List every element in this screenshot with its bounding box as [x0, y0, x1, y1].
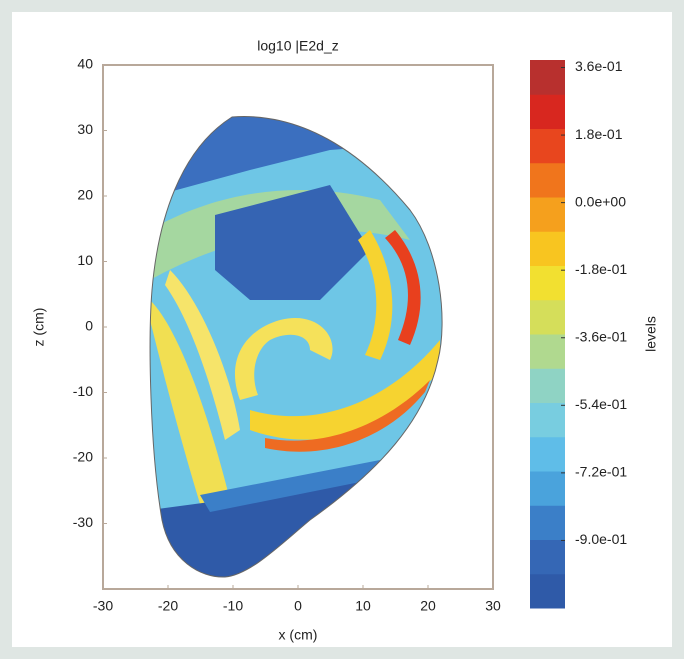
x-axis-label: x (cm) [279, 627, 318, 643]
chart-title: log10 |E2d_z [257, 38, 338, 54]
colorbar-label: levels [643, 316, 659, 352]
x-tick-label: -10 [223, 598, 243, 614]
y-tick-label: -20 [73, 449, 93, 465]
colorbar-band [530, 94, 565, 129]
colorbar-tick-label: 1.8e-01 [575, 126, 623, 142]
colorbar-band [530, 505, 565, 540]
colorbar-tick-label: -3.6e-01 [575, 328, 627, 344]
colorbar-band [530, 60, 565, 95]
x-tick-label: 10 [355, 598, 371, 614]
y-tick-label: 20 [77, 187, 93, 203]
colorbar-band [530, 368, 565, 403]
colorbar-band [530, 162, 565, 198]
colorbar-tick-label: -9.0e-01 [575, 531, 627, 547]
colorbar-band [530, 128, 565, 164]
x-tick-label: 30 [485, 598, 501, 614]
colorbar-band [530, 471, 565, 506]
x-tick-label: 20 [420, 598, 436, 614]
y-axis-label: z (cm) [31, 308, 47, 347]
colorbar-tick-label: -5.4e-01 [575, 396, 627, 412]
colorbar-tick-label: 3.6e-01 [575, 58, 623, 74]
y-tick-label: 40 [77, 56, 93, 72]
y-tick-label: -10 [73, 383, 93, 399]
y-tick-label: 10 [77, 252, 93, 268]
x-tick-label: -20 [158, 598, 178, 614]
colorbar-band [530, 436, 565, 472]
x-tick-label: 0 [294, 598, 302, 614]
colorbar-band [530, 265, 565, 301]
colorbar-band [530, 231, 565, 266]
colorbar-tick-label: -1.8e-01 [575, 261, 627, 277]
colorbar-band [530, 334, 565, 369]
colorbar-tick-label: -7.2e-01 [575, 464, 627, 480]
colorbar-band [530, 402, 565, 438]
colorbar-band [530, 539, 565, 575]
y-tick-label: -30 [73, 514, 93, 530]
x-tick-label: -30 [93, 598, 113, 614]
colorbar-band [530, 299, 565, 335]
boundary [149, 116, 443, 578]
y-tick-label: 0 [85, 318, 93, 334]
colorbar-tick-label: 0.0e+00 [575, 193, 626, 209]
y-tick-label: 30 [77, 121, 93, 137]
colorbar-band [530, 573, 565, 609]
colorbar-band [530, 197, 565, 232]
